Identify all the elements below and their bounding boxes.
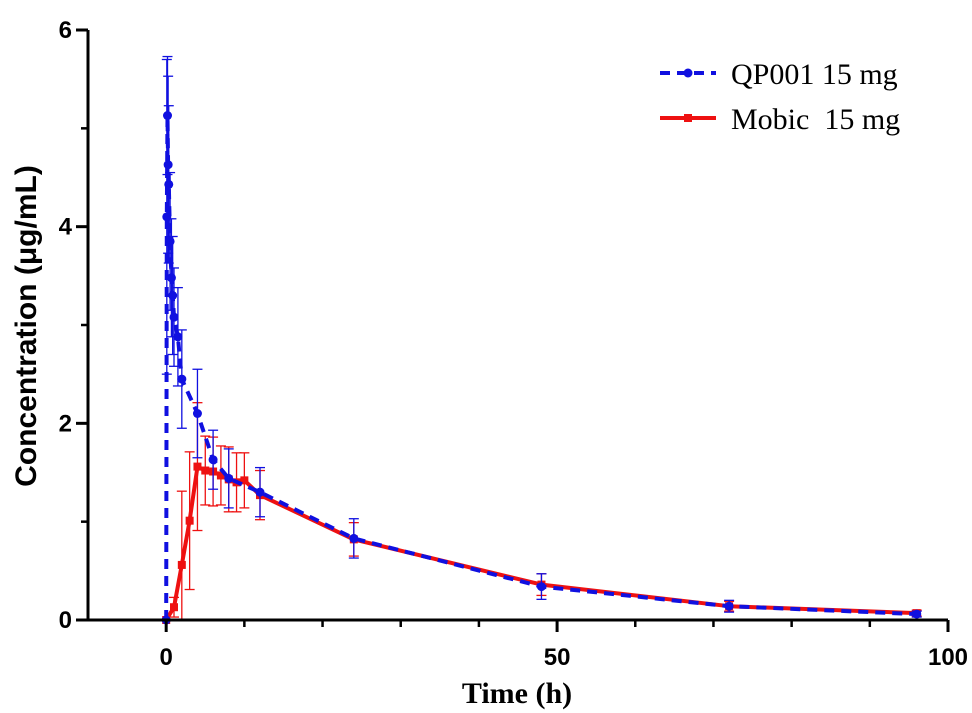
y-axis-title: Concentration (μg/mL) xyxy=(10,165,43,487)
data-point-qp001-4 xyxy=(164,179,174,189)
y-tick-label-4: 4 xyxy=(59,214,73,241)
data-point-qp001-7 xyxy=(168,291,178,300)
data-point-mobic-5 xyxy=(201,466,210,475)
data-point-mobic-1 xyxy=(170,603,178,612)
legend-marker-mobic xyxy=(684,114,692,122)
legend-label-mobic: Mobic 15 mg xyxy=(731,103,900,136)
data-point-qp001-8 xyxy=(169,312,179,322)
x-tick-label-0: 0 xyxy=(160,644,173,671)
data-point-qp001-16 xyxy=(536,582,546,592)
x-axis-title: Time (h) xyxy=(462,677,572,710)
y-tick-label-2: 2 xyxy=(59,410,72,437)
data-point-qp001-6 xyxy=(166,273,176,283)
legend-item-mobic: Mobic 15 mg xyxy=(660,103,900,136)
data-point-qp001-17 xyxy=(724,601,734,611)
data-point-mobic-4 xyxy=(193,462,202,471)
data-point-qp001-14 xyxy=(255,487,265,497)
series-line-qp001 xyxy=(164,113,917,621)
data-point-mobic-10 xyxy=(240,476,249,485)
data-point-qp001-2 xyxy=(163,111,173,121)
series-qp001 xyxy=(161,55,922,625)
x-tick-label-100: 100 xyxy=(928,644,968,671)
data-point-qp001-18 xyxy=(912,609,922,619)
data-point-qp001-15 xyxy=(349,533,359,543)
data-point-mobic-7 xyxy=(216,471,225,480)
plot-area xyxy=(161,55,922,625)
legend-label-qp001: QP001 15 mg xyxy=(731,58,898,91)
data-point-mobic-2 xyxy=(177,560,186,569)
y-tick-label-6: 6 xyxy=(59,17,72,44)
data-point-mobic-3 xyxy=(185,516,194,525)
data-point-qp001-5 xyxy=(165,236,175,246)
x-tick-label-50: 50 xyxy=(544,644,571,671)
data-point-qp001-3 xyxy=(163,160,173,170)
legend-marker-qp001 xyxy=(683,68,693,78)
y-tick-label-0: 0 xyxy=(59,607,72,634)
data-point-qp001-9 xyxy=(173,332,183,342)
legend: QP001 15 mg Mobic 15 mg xyxy=(660,58,900,136)
data-point-qp001-12 xyxy=(208,455,218,465)
data-point-qp001-10 xyxy=(177,374,187,384)
data-point-qp001-1 xyxy=(162,212,172,222)
data-point-qp001-13 xyxy=(224,473,234,483)
data-point-qp001-11 xyxy=(192,409,202,418)
axes: 0 2 4 6 0 50 100 xyxy=(59,17,968,671)
legend-item-qp001: QP001 15 mg xyxy=(660,58,898,91)
